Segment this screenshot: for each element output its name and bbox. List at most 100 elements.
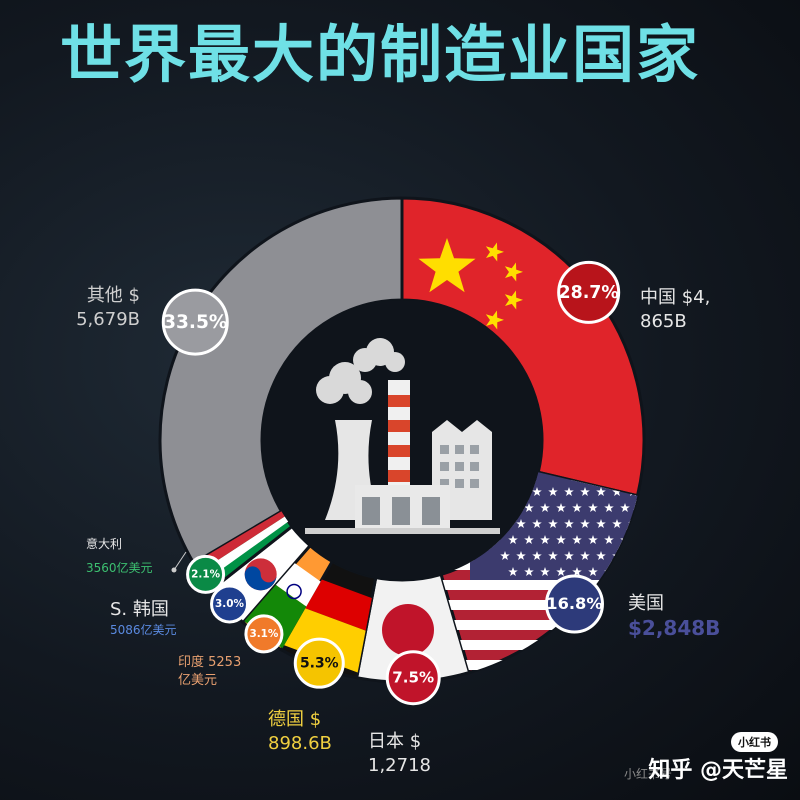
label-china-line1: 中国 $4, — [640, 287, 711, 308]
factory-icon — [305, 338, 500, 534]
usa-star-icon — [532, 487, 542, 497]
china-small-star-icon — [485, 310, 504, 330]
label-italy: 意大利 3560亿美元 — [86, 536, 153, 576]
usa-star-icon — [556, 503, 566, 513]
usa-star-icon — [580, 487, 590, 497]
usa-star-icon — [548, 551, 558, 561]
badge-circle — [210, 584, 250, 624]
japan-sun-icon — [382, 604, 434, 656]
badge-label: 2.1% — [191, 569, 220, 581]
usa-star-icon — [524, 567, 534, 577]
usa-star-icon — [564, 551, 574, 561]
usa-stripe — [441, 620, 638, 630]
badge-circle — [186, 554, 226, 594]
label-india-line1: 印度 5253 — [178, 655, 242, 670]
usa-star-icon — [636, 535, 638, 545]
label-usa: 美国 $2,848B — [628, 592, 720, 640]
badge-印度: 3.1% — [244, 614, 284, 654]
usa-star-icon — [556, 567, 566, 577]
usa-star-icon — [548, 519, 558, 529]
usa-stripe — [441, 600, 638, 610]
usa-star-icon — [548, 487, 558, 497]
usa-star-icon — [596, 487, 606, 497]
usa-star-icon — [596, 551, 606, 561]
usa-star-icon — [620, 503, 630, 513]
usa-star-icon — [588, 567, 598, 577]
italy-band — [193, 511, 292, 583]
label-india-line2: 亿美元 — [178, 673, 218, 688]
usa-star-icon — [604, 503, 614, 513]
badge-label: 5.3% — [300, 655, 339, 671]
badge-中国: 28.7% — [557, 260, 621, 324]
china-small-star-icon — [504, 262, 523, 282]
label-india: 印度 5253 亿美元 — [178, 654, 241, 690]
usa-stripe — [420, 700, 700, 710]
label-japan-line1: 日本 $ — [368, 731, 422, 752]
badge-韩国: 3.0% — [210, 584, 250, 624]
badge-日本: 7.5% — [385, 650, 441, 706]
label-china-line2: 865B — [640, 311, 687, 332]
usa-star-icon — [524, 503, 534, 513]
label-korea: S. 韩国 5086亿美元 — [110, 598, 177, 638]
label-others-line1: 其他 $ — [86, 285, 140, 306]
flag-china — [418, 238, 523, 330]
usa-star-icon — [596, 519, 606, 529]
watermark-badge: 小红书 — [731, 732, 778, 752]
usa-star-icon — [572, 567, 582, 577]
italy-band — [193, 511, 292, 590]
india-chakra-icon — [286, 583, 302, 600]
badge-circle — [161, 288, 229, 356]
korea-taeguk-blue — [244, 566, 277, 591]
watermark: 知乎 @天芒星 — [648, 758, 788, 783]
label-korea-line2: 5086亿美元 — [110, 623, 177, 637]
usa-star-icon — [540, 503, 550, 513]
china-big-star-icon — [418, 238, 476, 293]
usa-star-icon — [580, 519, 590, 529]
label-china: 中国 $4, 865B — [640, 286, 710, 334]
flag-italy — [193, 511, 292, 590]
usa-star-icon — [580, 551, 590, 561]
usa-star-icon — [588, 535, 598, 545]
label-usa-line1: 美国 — [628, 593, 664, 614]
usa-star-icon — [572, 503, 582, 513]
usa-star-icon — [516, 519, 526, 529]
usa-star-icon — [500, 551, 510, 561]
usa-star-icon — [540, 535, 550, 545]
usa-star-icon — [564, 519, 574, 529]
label-italy-line1: 意大利 — [86, 537, 123, 551]
usa-star-icon — [532, 551, 542, 561]
label-japan: 日本 $ 1,2718 — [368, 730, 431, 778]
page-title: 世界最大的制造业国家 — [60, 18, 701, 91]
china-small-star-icon — [485, 242, 504, 262]
usa-star-icon — [540, 567, 550, 577]
badge-美国: 16.8% — [544, 574, 604, 634]
label-italy-line2: 3560亿美元 — [86, 561, 153, 575]
leader-line-italy — [173, 551, 187, 571]
usa-stripe — [420, 680, 700, 690]
label-japan-line2: 1,2718 — [368, 755, 431, 776]
usa-star-icon — [516, 551, 526, 561]
badge-label: 33.5% — [163, 312, 227, 333]
badge-label: 28.7% — [559, 283, 619, 303]
leader-dot-italy — [171, 567, 177, 573]
label-germany-line2: 898.6B — [268, 733, 332, 754]
badge-circle — [293, 637, 345, 689]
usa-star-icon — [532, 519, 542, 529]
badge-circle — [244, 614, 284, 654]
usa-star-icon — [612, 487, 622, 497]
usa-star-icon — [524, 535, 534, 545]
badge-label: 3.1% — [249, 628, 278, 640]
usa-star-icon — [636, 503, 638, 513]
usa-star-icon — [572, 535, 582, 545]
badge-circle — [544, 574, 604, 634]
badge-德国: 5.3% — [293, 637, 345, 689]
label-others-line2: 5,679B — [76, 309, 140, 330]
usa-star-icon — [508, 535, 518, 545]
usa-star-icon — [604, 535, 614, 545]
usa-star-icon — [564, 487, 574, 497]
label-korea-line1: S. 韩国 — [110, 599, 169, 620]
usa-star-icon — [636, 567, 638, 577]
watermark-sub: 小红书号 — [624, 767, 673, 781]
badge-circle — [385, 650, 441, 706]
